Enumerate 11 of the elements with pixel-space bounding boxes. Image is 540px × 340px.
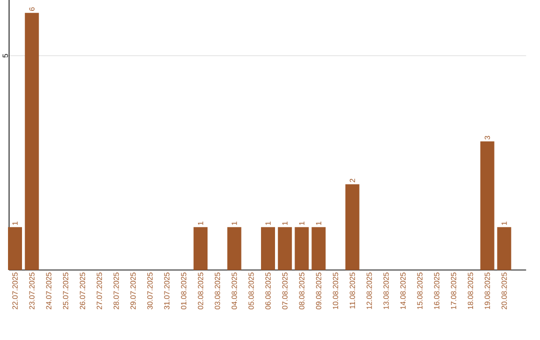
bar xyxy=(227,227,242,270)
bar xyxy=(278,227,292,270)
bar xyxy=(261,227,276,270)
bar xyxy=(294,227,309,270)
bar xyxy=(24,12,39,270)
bar xyxy=(497,227,512,270)
bar xyxy=(194,227,208,270)
bar xyxy=(8,227,22,270)
bar xyxy=(480,141,494,270)
bar xyxy=(345,184,360,270)
bar xyxy=(312,227,326,270)
